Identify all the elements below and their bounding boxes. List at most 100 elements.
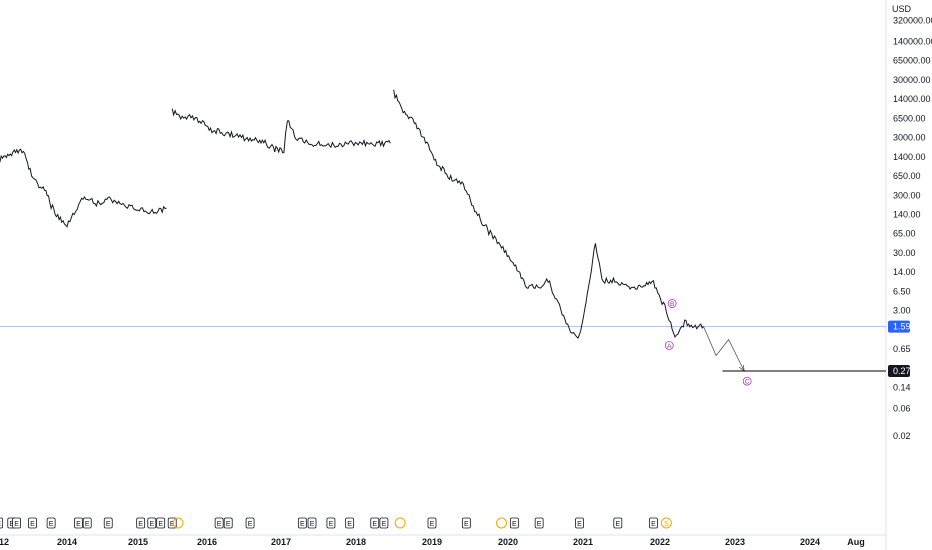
earnings-event-marker[interactable] <box>326 517 336 529</box>
price-tick-label: 0.65 <box>893 344 911 354</box>
time-tick-label: 12 <box>0 537 9 547</box>
wave-label: A <box>667 343 672 350</box>
earnings-event-label: E <box>9 521 14 528</box>
earnings-event-label: E <box>300 521 305 528</box>
earnings-event-marker[interactable] <box>575 517 584 529</box>
price-tick-label: 14.00 <box>893 267 916 277</box>
currency-label: USD <box>892 4 912 14</box>
last-price-badge <box>888 320 910 333</box>
time-tick-label: 2019 <box>422 537 442 547</box>
wave-label-circle[interactable] <box>667 299 677 308</box>
split-event-marker[interactable] <box>660 517 672 529</box>
earnings-event-marker[interactable] <box>46 517 56 529</box>
time-tick-label: 2021 <box>573 537 593 547</box>
target-price-label: 0.27 <box>893 366 911 376</box>
price-tick-label: 0.06 <box>893 404 911 414</box>
earnings-event-label: E <box>170 521 175 528</box>
earnings-event-label: E <box>30 521 35 528</box>
time-tick-label: 2016 <box>197 537 217 547</box>
earnings-event-label: E <box>226 521 231 528</box>
earnings-event-label: E <box>512 521 517 528</box>
split-mark[interactable] <box>394 517 406 529</box>
earnings-event-label: E <box>158 521 163 528</box>
earnings-event-label: E <box>537 521 542 528</box>
earnings-event-marker[interactable] <box>345 517 355 529</box>
wave-label-circle[interactable] <box>742 376 752 386</box>
time-tick-label: 2014 <box>57 537 77 547</box>
earnings-event-marker[interactable] <box>379 517 389 529</box>
price-tick-label: 0.14 <box>893 383 911 393</box>
earnings-event-label: E <box>85 521 90 528</box>
price-tick-label: 30000.00 <box>893 75 931 85</box>
price-tick-label: 300.00 <box>893 190 921 200</box>
earnings-event-label: E <box>430 521 435 528</box>
earnings-event-label: E <box>577 521 582 528</box>
earnings-event-marker[interactable] <box>147 517 157 529</box>
price-tick-label: 650.00 <box>893 171 921 181</box>
earnings-event-label: E <box>615 521 620 528</box>
earnings-event-marker[interactable] <box>223 517 233 529</box>
time-tick-label: Aug <box>847 537 865 547</box>
earnings-event-marker[interactable] <box>613 517 623 529</box>
time-tick-label: 2022 <box>650 537 670 547</box>
earnings-event-label: E <box>382 521 387 528</box>
price-tick-label: 65000.00 <box>893 56 931 66</box>
earnings-event-marker[interactable] <box>534 517 544 529</box>
earnings-event-marker[interactable] <box>12 517 22 529</box>
earnings-event-label: E <box>347 521 352 528</box>
price-tick-label: 14000.00 <box>893 94 931 104</box>
earnings-event-marker[interactable] <box>156 517 166 529</box>
projection-path[interactable] <box>703 326 745 372</box>
price-tick-label: 65.00 <box>893 229 916 239</box>
wave-label: C <box>745 379 750 386</box>
price-tick-label: 3000.00 <box>893 133 926 143</box>
wave-label: B <box>670 301 674 308</box>
earnings-event-label: E <box>248 521 253 528</box>
price-tick-label: 6.50 <box>893 286 911 296</box>
earnings-event-marker[interactable] <box>214 517 224 529</box>
earnings-event-marker[interactable] <box>28 517 37 529</box>
earnings-event-label: E <box>0 521 1 528</box>
earnings-event-marker[interactable] <box>245 517 255 529</box>
earnings-event-marker[interactable] <box>509 517 519 529</box>
earnings-event-marker[interactable] <box>297 517 307 529</box>
price-tick-label: 0.02 <box>893 431 911 441</box>
earnings-event-label: E <box>149 521 154 528</box>
earnings-event-marker[interactable] <box>74 517 83 529</box>
wave-label-circle[interactable] <box>664 341 674 350</box>
price-tick-label: 140000.00 <box>893 36 932 46</box>
price-series-line <box>0 148 167 228</box>
earnings-event-label: E <box>106 521 111 528</box>
earnings-event-marker[interactable] <box>0 517 4 529</box>
price-tick-label: 320000.00 <box>893 16 932 26</box>
earnings-event-marker[interactable] <box>136 517 146 529</box>
earnings-event-label: E <box>651 521 656 528</box>
earnings-event-marker[interactable] <box>103 517 113 529</box>
earnings-event-marker[interactable] <box>461 517 471 529</box>
price-tick-label: 3.00 <box>893 306 911 316</box>
time-tick-label: 2024 <box>800 537 820 547</box>
earnings-event-label: E <box>14 521 19 528</box>
earnings-event-marker[interactable] <box>370 517 380 529</box>
earnings-event-marker[interactable] <box>307 517 317 529</box>
earnings-event-label: E <box>76 521 81 528</box>
split-mark[interactable] <box>172 517 184 529</box>
earnings-event-label: E <box>329 521 334 528</box>
earnings-event-label: E <box>217 521 222 528</box>
earnings-event-label: E <box>138 521 143 528</box>
earnings-event-label: E <box>49 521 54 528</box>
earnings-event-label: E <box>464 521 469 528</box>
price-series-line <box>171 108 391 154</box>
split-mark[interactable] <box>496 517 508 529</box>
earnings-event-marker[interactable] <box>82 517 92 529</box>
price-tick-label: 6500.00 <box>893 113 926 123</box>
earnings-event-marker[interactable] <box>649 517 658 529</box>
time-tick-label: 2020 <box>498 537 518 547</box>
earnings-event-marker[interactable] <box>427 517 437 529</box>
split-event-label: S <box>664 521 669 528</box>
earnings-event-label: E <box>372 521 377 528</box>
earnings-event-label: E <box>310 521 315 528</box>
target-price-badge <box>888 365 910 378</box>
